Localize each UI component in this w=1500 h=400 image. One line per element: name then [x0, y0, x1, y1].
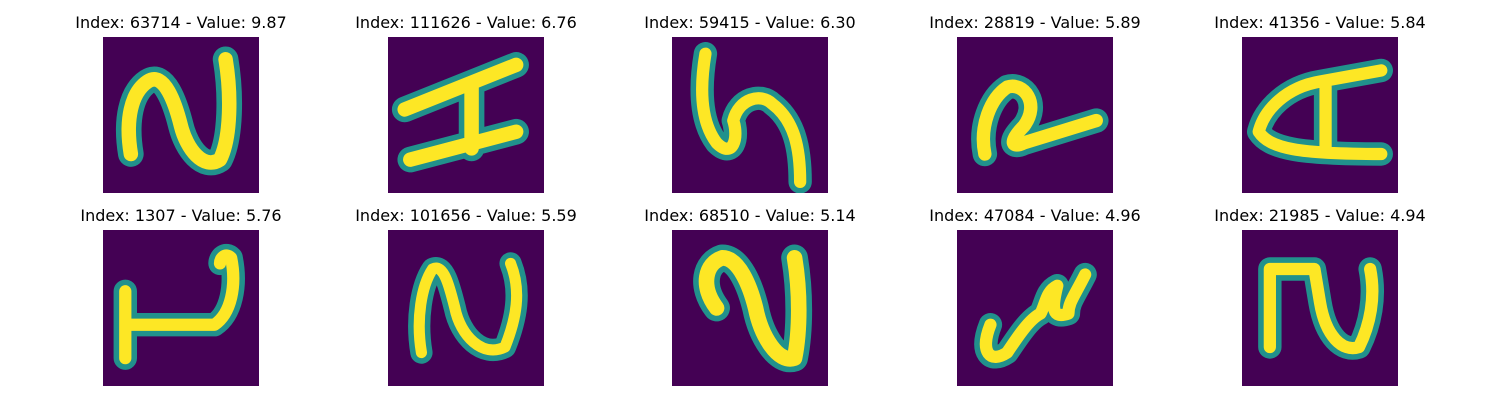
panel-title-9: Index: 47084 - Value: 4.96 — [929, 206, 1141, 225]
panel-title-6: Index: 1307 - Value: 5.76 — [80, 206, 282, 225]
glyph-image-9 — [957, 230, 1113, 386]
glyph-image-5 — [1242, 37, 1398, 193]
panel-title-1: Index: 63714 - Value: 9.87 — [75, 13, 287, 32]
glyph-image-8 — [672, 230, 828, 386]
glyph-image-4 — [957, 37, 1113, 193]
panel-title-7: Index: 101656 - Value: 5.59 — [355, 206, 577, 225]
panel-title-3: Index: 59415 - Value: 6.30 — [644, 13, 856, 32]
glyph-image-2 — [388, 37, 544, 193]
panel-title-5: Index: 41356 - Value: 5.84 — [1214, 13, 1426, 32]
glyph-image-10 — [1242, 230, 1398, 386]
glyph-image-7 — [388, 230, 544, 386]
panel-title-4: Index: 28819 - Value: 5.89 — [929, 13, 1141, 32]
panel-title-8: Index: 68510 - Value: 5.14 — [644, 206, 856, 225]
glyph-image-1 — [103, 37, 259, 193]
glyph-image-6 — [103, 230, 259, 386]
glyph-image-3 — [672, 37, 828, 193]
panel-title-10: Index: 21985 - Value: 4.94 — [1214, 206, 1426, 225]
panel-title-2: Index: 111626 - Value: 6.76 — [355, 13, 577, 32]
